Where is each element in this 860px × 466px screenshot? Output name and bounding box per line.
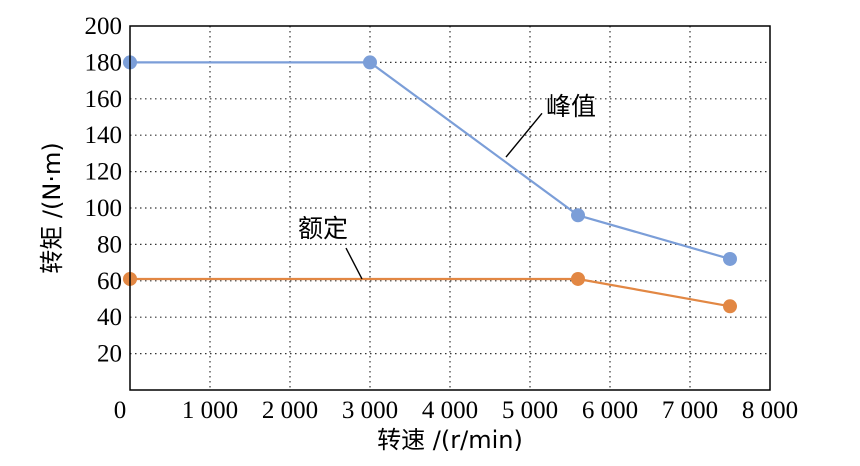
- y-tick-label: 200: [85, 13, 123, 40]
- plot-frame: [129, 25, 771, 391]
- y-tick-label: 180: [85, 49, 123, 76]
- y-tick-label: 100: [85, 195, 123, 222]
- data-point: [363, 55, 377, 70]
- y-tick-label: 160: [85, 86, 123, 113]
- data-point: [571, 208, 585, 223]
- tick-labels: 0 1 000 2 000 3 000 4 000 5 000 6 000 7 000 8 00…: [85, 13, 799, 424]
- leader-line: [505, 112, 543, 158]
- x-tick-label: 7 000: [662, 397, 718, 424]
- x-tick-label: 1 000: [182, 397, 238, 424]
- y-tick-label: 80: [97, 231, 122, 258]
- y-tick-label: 140: [85, 122, 123, 149]
- y-tick-label: 120: [85, 159, 123, 186]
- y-tick-label: 20: [97, 341, 122, 368]
- y-tick-label: 40: [97, 304, 122, 331]
- x-tick-label: 4 000: [422, 397, 478, 424]
- grid-lines: [130, 26, 770, 390]
- y-tick-label: 60: [97, 268, 122, 295]
- data-point: [723, 251, 737, 266]
- series-label: 额定: [298, 214, 348, 243]
- x-tick-label: 6 000: [582, 397, 638, 424]
- x-tick-label: 5 000: [502, 397, 558, 424]
- data-point: [723, 299, 737, 314]
- x-axis-label: 转速 /(r/min): [377, 426, 523, 454]
- x-tick-label: 8 000: [742, 397, 798, 424]
- x-tick-label: 3 000: [342, 397, 398, 424]
- y-axis-label: 转矩 /(N·m): [38, 142, 66, 273]
- series-label: 峰值: [546, 92, 596, 121]
- series-line: [130, 277, 731, 308]
- x-tick-label: 2 000: [262, 397, 318, 424]
- series-line: [130, 61, 731, 261]
- data-point: [571, 271, 585, 286]
- x-tick-label: 0: [114, 397, 127, 424]
- leader-line: [345, 247, 363, 280]
